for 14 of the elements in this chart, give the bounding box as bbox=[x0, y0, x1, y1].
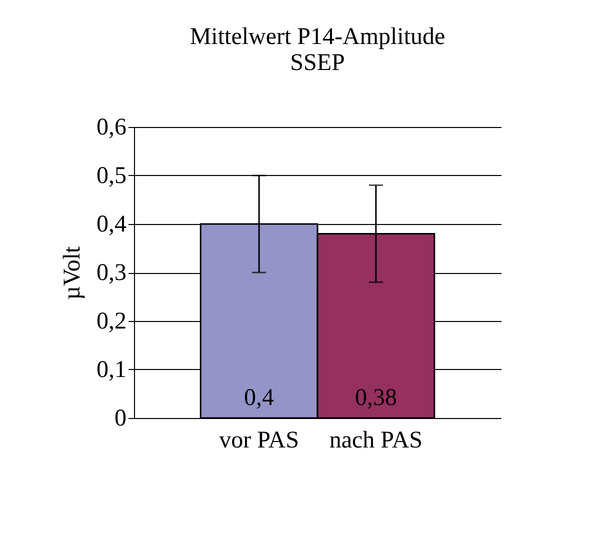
y-tick-label: 0,3 bbox=[96, 260, 126, 286]
text: Mittelwert P14-Amplitude bbox=[190, 24, 446, 50]
y-tick-label: 0,1 bbox=[96, 357, 126, 383]
y-tick-label: 0 bbox=[114, 406, 126, 432]
x-tick-label: nach PAS bbox=[329, 428, 423, 454]
x-tick-label: vor PAS bbox=[219, 428, 299, 454]
y-tick-label: 0,2 bbox=[96, 308, 126, 334]
y-axis-title: µVolt bbox=[60, 246, 86, 300]
y-tick-label: 0,6 bbox=[96, 114, 126, 140]
data-label: 0,4 bbox=[244, 385, 274, 411]
data-label: 0,38 bbox=[354, 385, 397, 411]
y-tick-label: 0,5 bbox=[96, 163, 126, 189]
text: SSEP bbox=[290, 50, 345, 76]
y-tick-label: 0,4 bbox=[96, 212, 126, 238]
